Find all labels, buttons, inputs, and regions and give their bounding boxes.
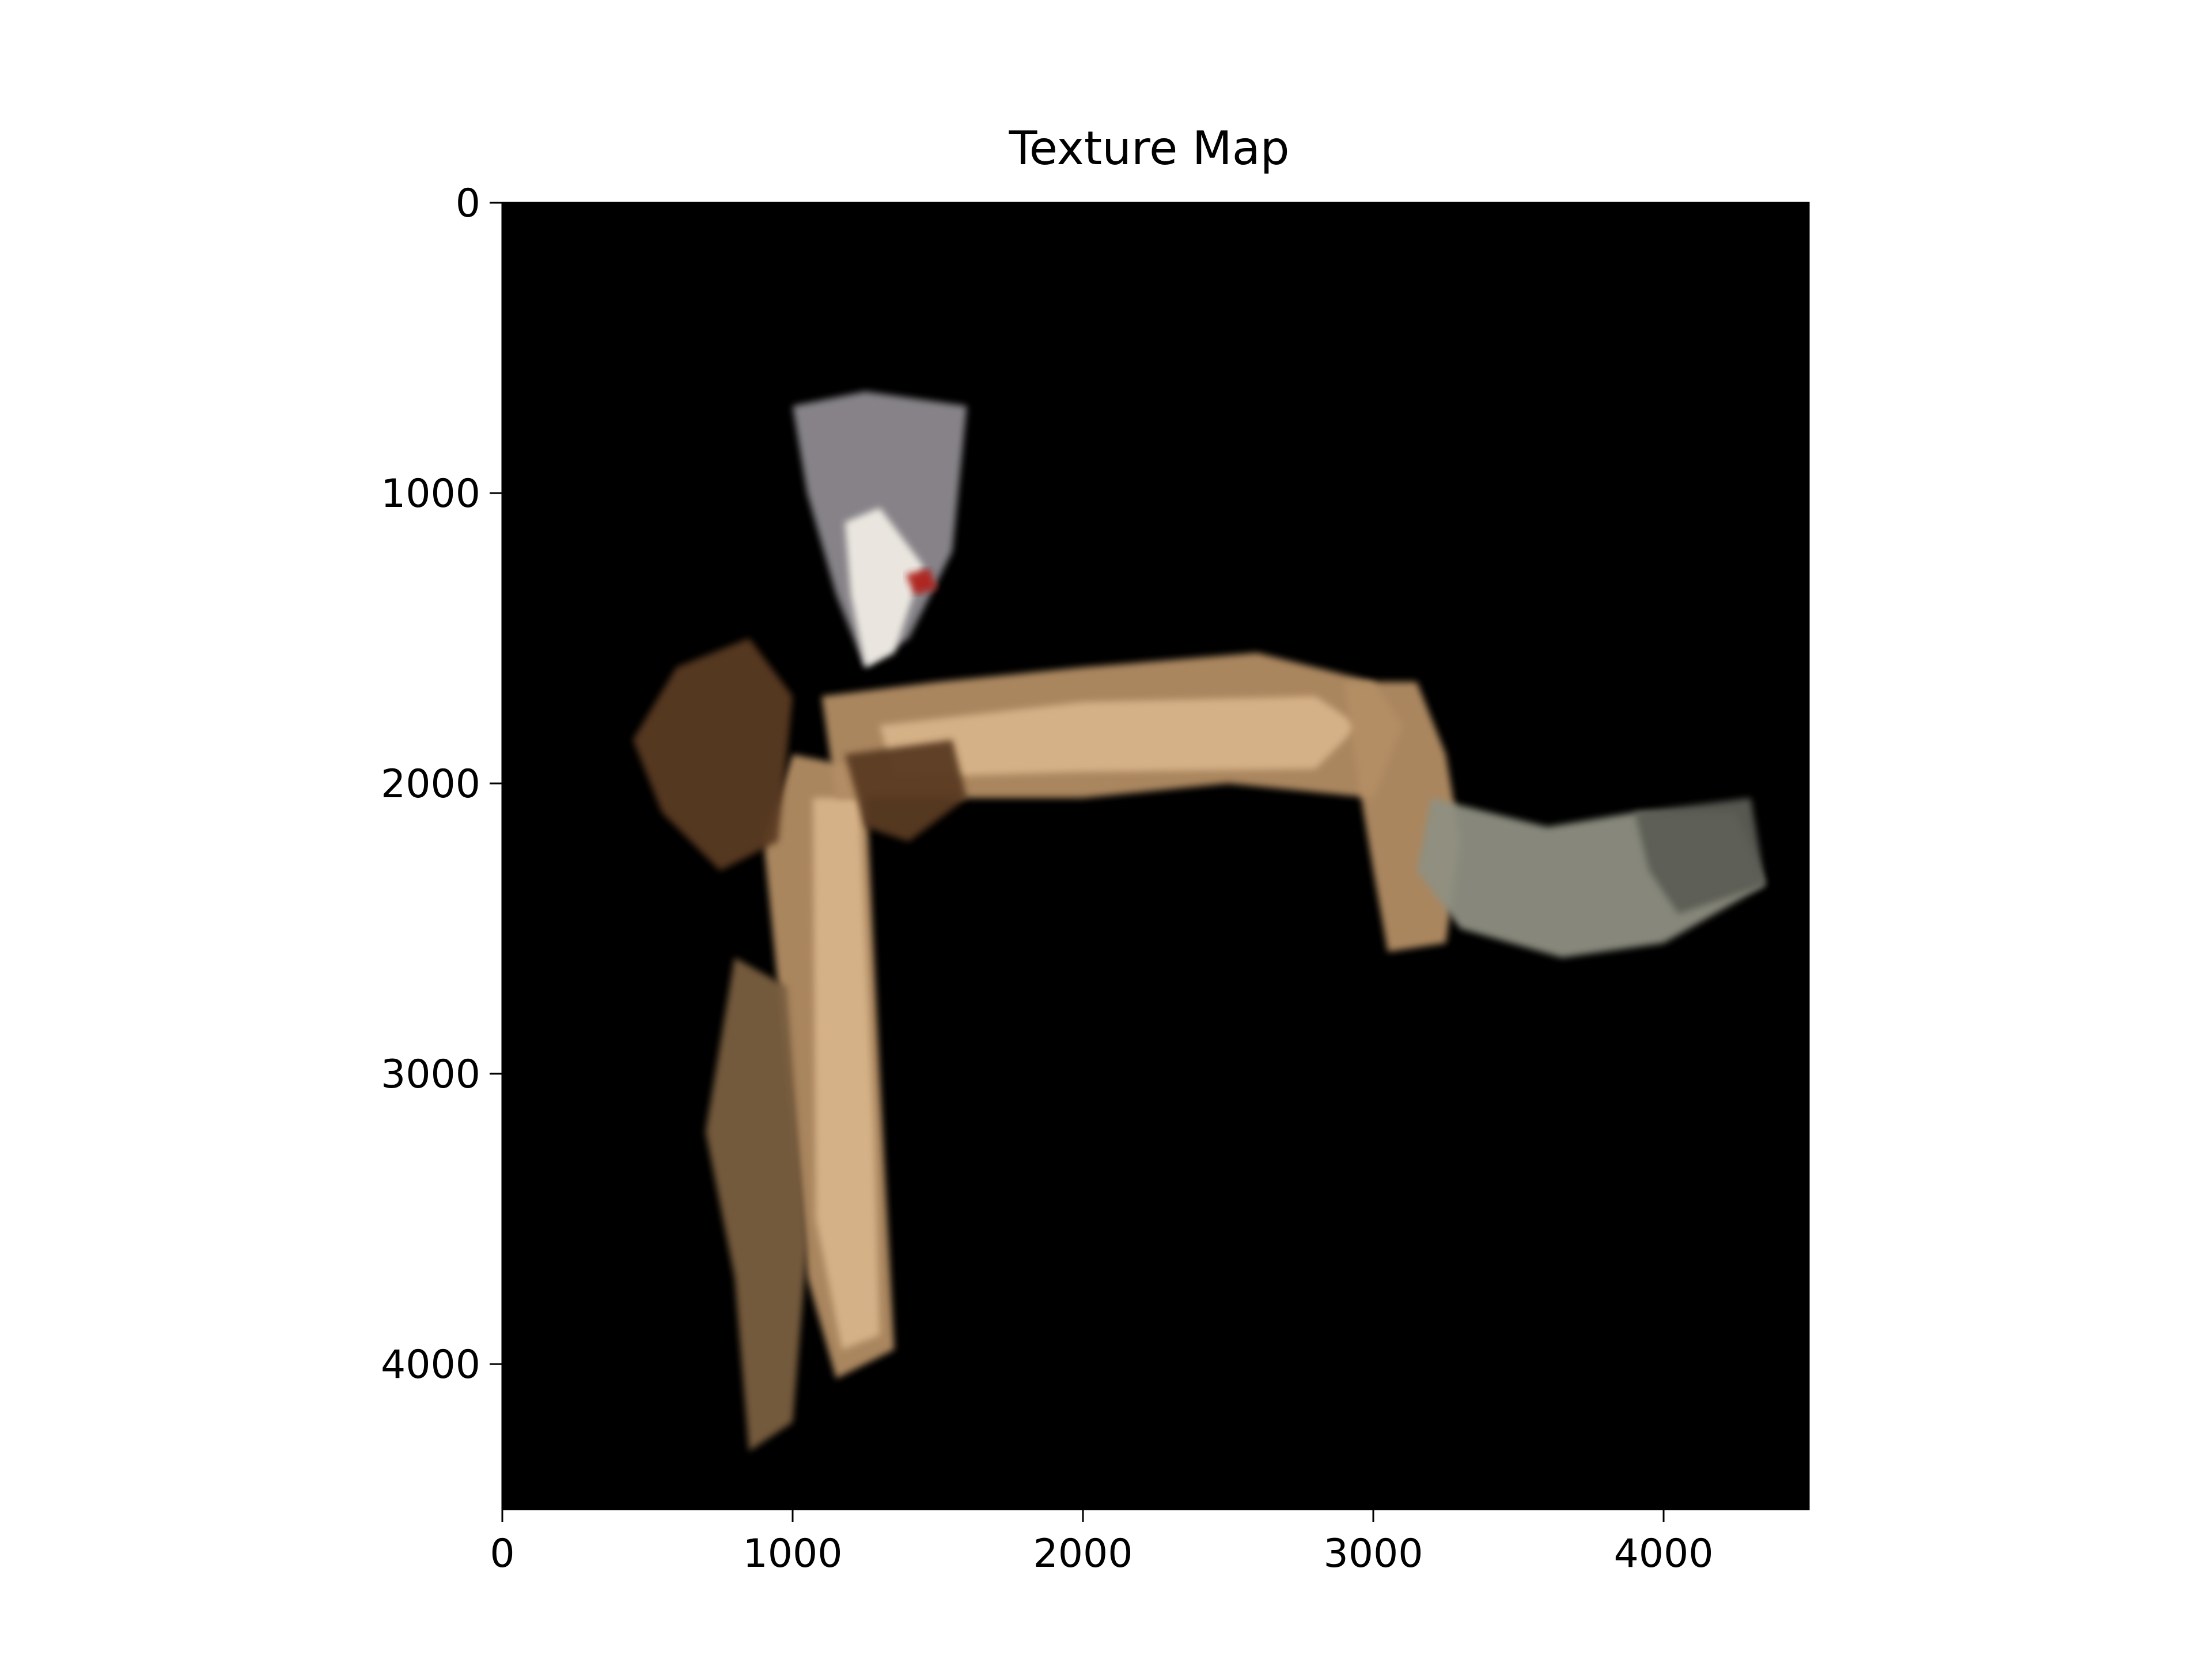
- plot-frame: [501, 202, 1810, 1510]
- region-lower-left-smear: [705, 957, 808, 1452]
- region-left-smear: [632, 638, 793, 871]
- region-red-mark: [906, 569, 938, 595]
- region-junction-dark: [844, 740, 967, 842]
- x-tick-label: 4000: [1613, 1531, 1713, 1577]
- y-tick-label: 0: [456, 181, 480, 226]
- y-tick-label: 4000: [381, 1342, 480, 1388]
- chart-title: Texture Map: [1008, 122, 1289, 175]
- y-axis: 0 1000 2000 3000 4000: [381, 181, 502, 1388]
- x-tick-label: 0: [490, 1531, 514, 1577]
- region-gray-extension-dark: [1634, 798, 1766, 914]
- x-tick-label: 3000: [1323, 1531, 1423, 1577]
- x-axis: 0 1000 2000 3000 4000: [490, 1509, 1714, 1577]
- y-tick-label: 3000: [381, 1052, 480, 1097]
- region-horizontal-corridor-highlight: [880, 696, 1359, 778]
- texture-regions: [632, 391, 1766, 1452]
- region-vertical-corridor-highlight: [813, 798, 880, 1350]
- region-upper-cluster-bright: [844, 507, 923, 668]
- y-tick-label: 1000: [381, 471, 480, 517]
- x-tick-label: 2000: [1033, 1531, 1132, 1577]
- x-tick-label: 1000: [743, 1531, 842, 1577]
- y-tick-label: 2000: [381, 762, 480, 807]
